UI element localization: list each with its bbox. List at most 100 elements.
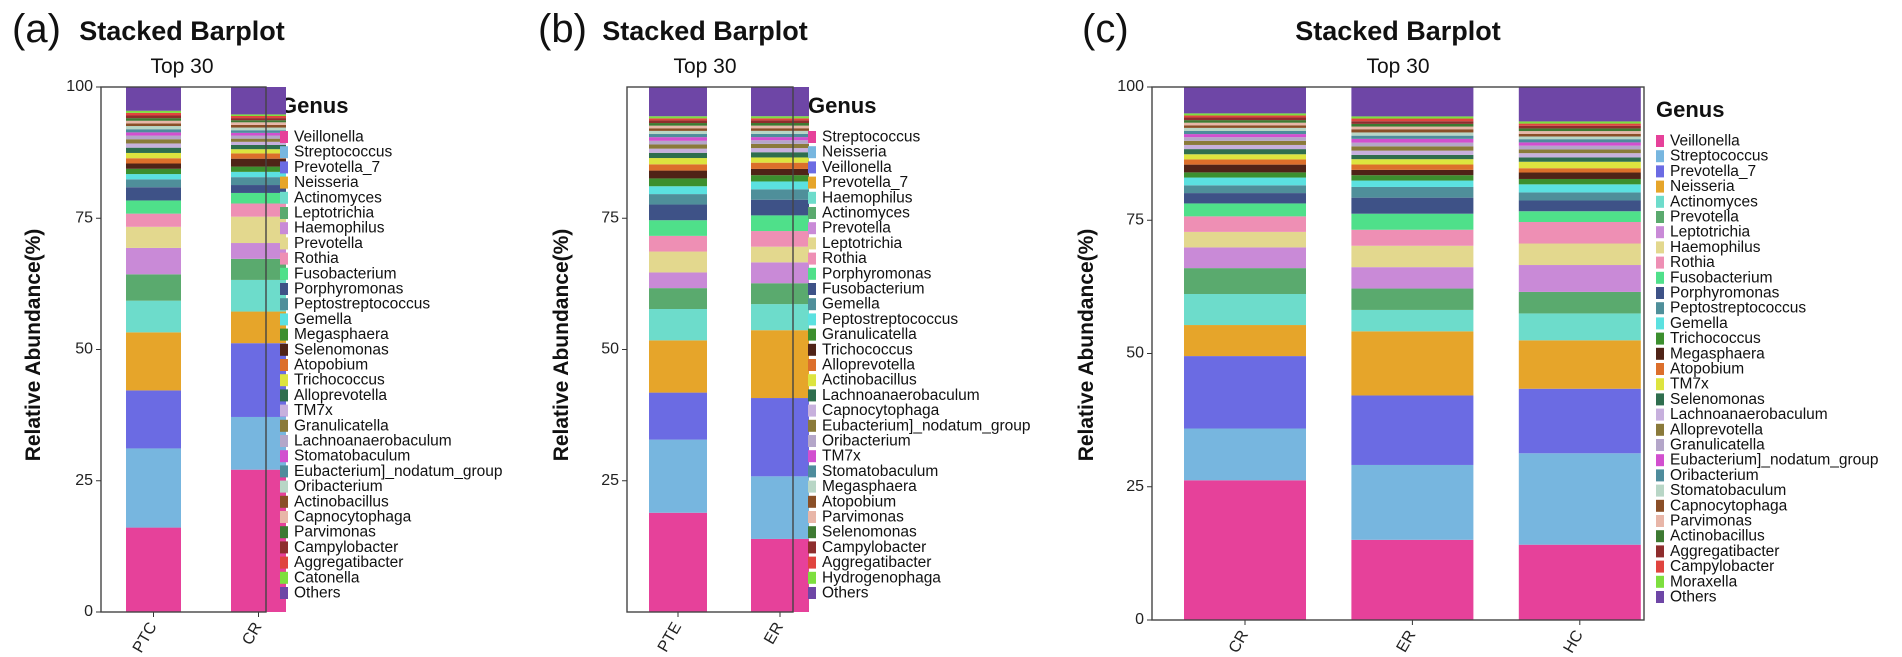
bar-segment[interactable] — [126, 332, 181, 391]
bar-segment[interactable] — [751, 116, 809, 119]
legend-item[interactable]: Megasphaera — [280, 326, 389, 343]
bar-segment[interactable] — [126, 158, 181, 164]
bar-segment[interactable] — [1351, 169, 1474, 176]
bar-segment[interactable] — [126, 179, 181, 188]
bar-segment[interactable] — [751, 538, 809, 612]
legend-item[interactable]: Oribacterium — [808, 433, 911, 450]
bar-segment[interactable] — [1184, 172, 1306, 178]
legend-item[interactable]: Atopobium — [808, 493, 896, 510]
legend-item[interactable]: Megasphaera — [808, 478, 917, 495]
bar-segment[interactable] — [751, 120, 809, 124]
legend-item[interactable]: Capnocytophaga — [808, 402, 940, 419]
bar-segment[interactable] — [231, 203, 286, 217]
legend-item[interactable]: Actinomyces — [808, 205, 910, 222]
bar-segment[interactable] — [1518, 388, 1641, 454]
bar-segment[interactable] — [1351, 186, 1474, 198]
bar-segment[interactable] — [1518, 178, 1641, 185]
bar-segment[interactable] — [126, 112, 181, 116]
bar-segment[interactable] — [1184, 137, 1306, 141]
legend-item[interactable]: Atopobium — [1656, 361, 1744, 378]
bar-segment[interactable] — [1351, 229, 1474, 246]
legend-item[interactable]: Streptococcus — [280, 144, 392, 161]
bar-segment[interactable] — [1184, 125, 1306, 128]
bar-segment[interactable] — [1351, 159, 1474, 165]
legend-item[interactable]: Moraxella — [1656, 573, 1738, 590]
bar-segment[interactable] — [126, 129, 181, 133]
bar-segment[interactable] — [1351, 539, 1474, 620]
legend-item[interactable]: Neisseria — [1656, 178, 1735, 195]
bar-segment[interactable] — [1518, 142, 1641, 146]
bar-segment[interactable] — [1184, 159, 1306, 165]
legend-item[interactable]: Prevotella_7 — [280, 159, 380, 176]
legend-item[interactable]: Actinobacillus — [1656, 528, 1765, 545]
bar-segment[interactable] — [231, 115, 286, 119]
bar-segment[interactable] — [126, 143, 181, 148]
bar-segment[interactable] — [1518, 544, 1641, 620]
legend-item[interactable]: Streptococcus — [1656, 148, 1768, 165]
bar-segment[interactable] — [231, 114, 286, 116]
legend-item[interactable]: Peptostreptococcus — [280, 296, 430, 313]
bar-segment[interactable] — [751, 140, 809, 144]
bar-segment[interactable] — [231, 177, 286, 186]
bar-segment[interactable] — [751, 199, 809, 216]
bar-segment[interactable] — [1351, 180, 1474, 187]
bar-segment[interactable] — [649, 309, 707, 341]
bar-segment[interactable] — [126, 120, 181, 124]
bar-segment[interactable] — [649, 170, 707, 179]
legend-item[interactable]: Leptotrichia — [1656, 224, 1751, 241]
bar-segment[interactable] — [1184, 154, 1306, 160]
bar-segment[interactable] — [231, 153, 286, 159]
bar-segment[interactable] — [1518, 200, 1641, 212]
legend-item[interactable]: Porphyromonas — [808, 265, 932, 282]
bar-segment[interactable] — [751, 87, 809, 117]
bar-segment[interactable] — [126, 147, 181, 153]
bar-segment[interactable] — [126, 213, 181, 227]
bar-segment[interactable] — [1518, 133, 1641, 137]
bar-segment[interactable] — [649, 220, 707, 236]
bar-segment[interactable] — [231, 343, 286, 417]
bar-segment[interactable] — [649, 340, 707, 393]
bar-segment[interactable] — [751, 283, 809, 305]
bar-segment[interactable] — [1351, 331, 1474, 396]
legend-item[interactable]: Parvimonas — [1656, 513, 1752, 530]
legend-item[interactable]: Haemophilus — [1656, 239, 1761, 256]
legend-item[interactable]: Prevotella — [280, 235, 363, 252]
bar-segment[interactable] — [1184, 216, 1306, 232]
legend-item[interactable]: Actinomyces — [1656, 193, 1758, 210]
bar-segment[interactable] — [751, 130, 809, 134]
legend-item[interactable]: Stomatobaculum — [808, 463, 938, 480]
bar-segment[interactable] — [751, 133, 809, 138]
bar-segment[interactable] — [231, 416, 286, 470]
bar-segment[interactable] — [1518, 291, 1641, 314]
bar-segment[interactable] — [1351, 123, 1474, 127]
bar-segment[interactable] — [1351, 121, 1474, 124]
bar-segment[interactable] — [126, 110, 181, 113]
legend-item[interactable]: Campylobacter — [808, 539, 926, 556]
bar-segment[interactable] — [1518, 221, 1641, 244]
bar-segment[interactable] — [126, 118, 181, 121]
bar-segment[interactable] — [649, 123, 707, 126]
bar-segment[interactable] — [751, 137, 809, 141]
legend-item[interactable]: Fusobacterium — [280, 265, 397, 282]
legend-item[interactable]: Campylobacter — [280, 539, 398, 556]
bar-segment[interactable] — [126, 87, 181, 111]
bar-segment[interactable] — [1518, 265, 1641, 292]
legend-item[interactable]: Fusobacterium — [808, 281, 925, 298]
bar-segment[interactable] — [126, 123, 181, 127]
legend-item[interactable]: Lachnoanaerobaculum — [1656, 406, 1828, 423]
bar-segment[interactable] — [649, 158, 707, 165]
legend-item[interactable]: Parvimonas — [280, 524, 376, 541]
legend-item[interactable]: Prevotella — [808, 220, 891, 237]
bar-segment[interactable] — [649, 134, 707, 138]
bar-segment[interactable] — [649, 512, 707, 612]
bar-segment[interactable] — [1518, 139, 1641, 143]
legend-item[interactable]: Streptococcus — [808, 129, 920, 146]
bar-segment[interactable] — [649, 186, 707, 195]
legend-item[interactable]: Veillonella — [808, 159, 892, 176]
bar-segment[interactable] — [1518, 172, 1641, 179]
bar-segment[interactable] — [751, 175, 809, 182]
legend-item[interactable]: Eubacterium]_nodatum_group — [1656, 452, 1879, 469]
legend-item[interactable]: Trichococcus — [808, 341, 913, 358]
legend-item[interactable]: Actinobacillus — [808, 372, 917, 389]
bar-segment[interactable] — [231, 158, 286, 167]
